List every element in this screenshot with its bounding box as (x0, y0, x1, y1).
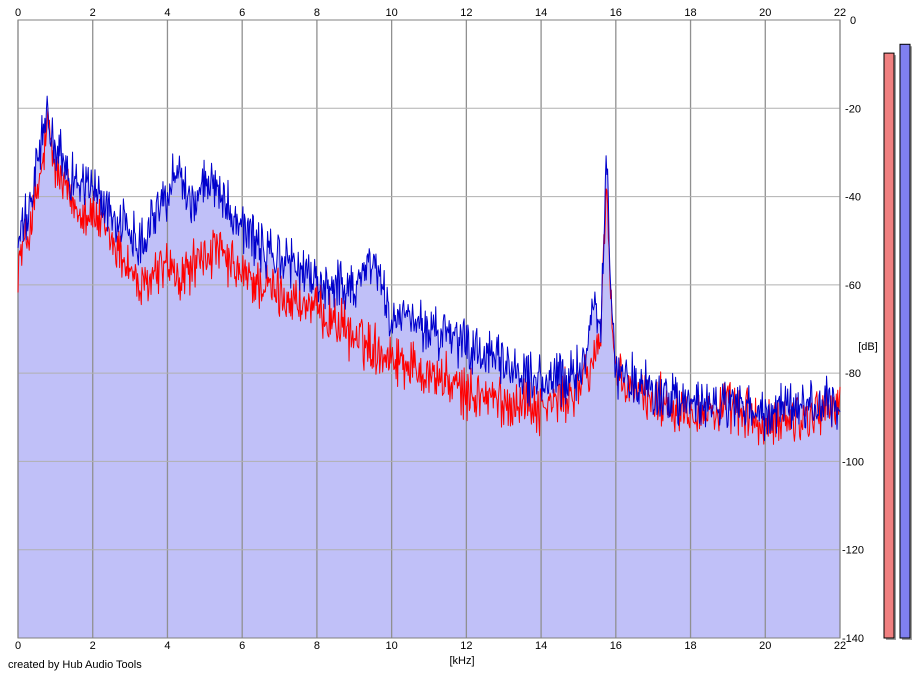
y-tick-label: -20 (845, 103, 861, 115)
y-tick-label: -120 (842, 545, 864, 557)
x-tick-label-top: 0 (15, 7, 21, 19)
x-tick-label-bottom: 16 (610, 640, 622, 652)
x-tick-label-top: 10 (386, 7, 398, 19)
x-tick-label-top: 22 (834, 7, 846, 19)
x-tick-label-bottom: 2 (90, 640, 96, 652)
x-tick-label-top: 12 (460, 7, 472, 19)
x-tick-label-bottom: 10 (386, 640, 398, 652)
x-tick-label-bottom: 6 (239, 640, 245, 652)
y-tick-label: -40 (845, 192, 861, 204)
level-meter-bar (899, 43, 911, 639)
x-tick-label-bottom: 0 (15, 640, 21, 652)
x-tick-label-top: 8 (314, 7, 320, 19)
level-meter-bar (883, 52, 895, 639)
spectrum-fill-layer (18, 96, 840, 639)
series-layer (17, 95, 841, 446)
x-tick-label-bottom: 22 (834, 640, 846, 652)
x-tick-label-top: 14 (535, 7, 547, 19)
x-tick-label-bottom: 4 (164, 640, 170, 652)
x-axis-label: [kHz] (449, 655, 474, 667)
y-tick-label: -100 (842, 456, 864, 468)
plot-frame (17, 19, 841, 639)
credit-text: created by Hub Audio Tools (8, 659, 142, 671)
x-tick-label-bottom: 8 (314, 640, 320, 652)
x-tick-label-top: 6 (239, 7, 245, 19)
x-tick-label-bottom: 18 (684, 640, 696, 652)
spectrum-fill-area (18, 96, 840, 639)
x-tick-label-bottom: 14 (535, 640, 547, 652)
y-axis-label: [dB] (858, 341, 878, 353)
x-tick-label-top: 16 (610, 7, 622, 19)
x-tick-label-bottom: 12 (460, 640, 472, 652)
series-line-0 (17, 107, 841, 446)
x-tick-label-top: 4 (164, 7, 170, 19)
x-tick-label-top: 18 (684, 7, 696, 19)
y-tick-label: -140 (842, 633, 864, 645)
series-line-1 (17, 95, 841, 442)
x-tick-label-top: 20 (759, 7, 771, 19)
x-tick-label-bottom: 20 (759, 640, 771, 652)
y-tick-label: 0 (850, 15, 856, 27)
x-tick-label-top: 2 (90, 7, 96, 19)
level-meters (883, 43, 912, 641)
y-tick-label: -60 (845, 280, 861, 292)
y-tick-labels: 0 -20 -40 -60 -80 -100 -120 -140 (842, 15, 864, 645)
y-tick-label: -80 (845, 368, 861, 380)
